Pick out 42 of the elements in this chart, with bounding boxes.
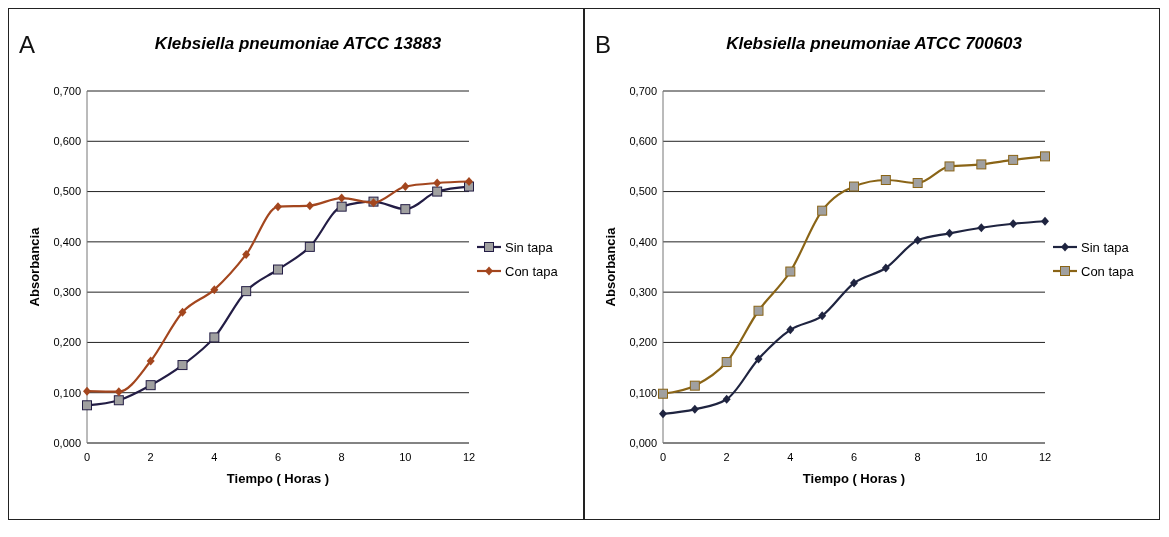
y-tick-label: 0,300 bbox=[629, 285, 657, 298]
y-tick-label: 0,500 bbox=[629, 185, 657, 198]
legend-label: Sin tapa bbox=[1081, 239, 1130, 255]
y-tick-label: 0,200 bbox=[629, 336, 657, 349]
text: B bbox=[595, 31, 612, 58]
y-tick-label: 0,600 bbox=[53, 135, 81, 148]
y-tick-label: 0,700 bbox=[629, 84, 657, 97]
y-tick-label: 0,200 bbox=[53, 336, 81, 349]
y-tick-label: 0,700 bbox=[53, 84, 81, 97]
x-axis-title: Tiempo ( Horas ) bbox=[226, 471, 330, 486]
x-tick-label: 12 bbox=[1038, 451, 1052, 463]
text: A bbox=[19, 31, 36, 58]
legend-label: Sin tapa bbox=[505, 239, 554, 255]
x-tick-label: 6 bbox=[850, 451, 858, 463]
y-tick-label: 0,400 bbox=[53, 235, 81, 248]
x-tick-label: 10 bbox=[399, 451, 412, 463]
x-tick-label: 0 bbox=[83, 451, 91, 463]
y-tick-label: 0,100 bbox=[629, 386, 657, 399]
x-tick-label: 8 bbox=[914, 451, 921, 463]
legend-label: Con tapa bbox=[1081, 263, 1135, 279]
x-tick-label: 12 bbox=[462, 451, 476, 463]
y-tick-label: 0,600 bbox=[629, 135, 657, 148]
x-tick-label: 6 bbox=[274, 451, 282, 463]
x-tick-label: 4 bbox=[211, 451, 218, 463]
y-tick-label: 0,400 bbox=[629, 235, 657, 248]
y-tick-label: 0,100 bbox=[53, 386, 81, 399]
chart-title: Klebsiella pneumoniae ATCC 13883 bbox=[154, 34, 442, 53]
x-tick-label: 2 bbox=[147, 451, 154, 463]
x-axis-title: Tiempo ( Horas ) bbox=[802, 471, 906, 486]
x-tick-label: 0 bbox=[659, 451, 667, 463]
x-tick-label: 4 bbox=[787, 451, 794, 463]
y-tick-label: 0,000 bbox=[629, 436, 657, 449]
y-axis-title: Absorbancia bbox=[603, 226, 618, 307]
chart-title: Klebsiella pneumoniae ATCC 700603 bbox=[726, 34, 1023, 53]
y-tick-label: 0,500 bbox=[53, 185, 81, 198]
x-tick-label: 10 bbox=[975, 451, 988, 463]
y-tick-label: 0,300 bbox=[53, 285, 81, 298]
x-tick-label: 8 bbox=[338, 451, 345, 463]
legend-label: Con tapa bbox=[505, 263, 559, 279]
y-tick-label: 0,000 bbox=[53, 436, 81, 449]
x-tick-label: 2 bbox=[723, 451, 730, 463]
y-axis-title: Absorbancia bbox=[27, 226, 42, 307]
